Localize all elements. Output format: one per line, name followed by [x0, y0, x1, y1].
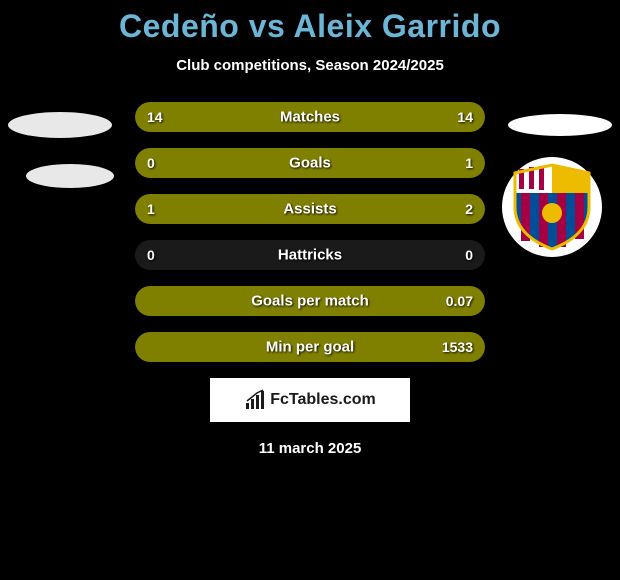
player-left-club-placeholder — [26, 164, 114, 188]
date-label: 11 march 2025 — [0, 440, 620, 457]
stat-row: Min per goal 1533 — [135, 332, 485, 362]
stat-value-left: 1 — [147, 201, 155, 217]
stat-row: Matches 14 14 — [135, 102, 485, 132]
brand-box[interactable]: FcTables.com — [210, 378, 410, 422]
player-left-avatar-placeholder — [8, 112, 112, 138]
stat-value-right: 1533 — [442, 339, 473, 355]
stat-value-left: 0 — [147, 247, 155, 263]
stat-value-right: 14 — [457, 109, 473, 125]
subtitle: Club competitions, Season 2024/2025 — [0, 57, 620, 74]
stat-value-right: 0 — [465, 247, 473, 263]
stat-label: Goals — [289, 155, 331, 172]
barcelona-crest-icon — [511, 163, 593, 251]
player-right-club-badge — [502, 157, 602, 257]
stats-area: Matches1414Goals01Assists12Hattricks00Go… — [0, 102, 620, 362]
stat-rows: Matches1414Goals01Assists12Hattricks00Go… — [135, 102, 485, 362]
stat-row: Goals per match 0.07 — [135, 286, 485, 316]
chart-icon — [244, 389, 266, 411]
stat-value-left: 0 — [147, 155, 155, 171]
stat-value-left: 14 — [147, 109, 163, 125]
stat-label: Min per goal — [266, 339, 354, 356]
brand-label: FcTables.com — [270, 391, 376, 409]
stat-row: Hattricks 0 0 — [135, 240, 485, 270]
stat-value-right: 2 — [465, 201, 473, 217]
player-right-avatar-placeholder — [508, 114, 612, 136]
stat-label: Goals per match — [251, 293, 369, 310]
comparison-card: Cedeño vs Aleix Garrido Club competition… — [0, 0, 620, 457]
stat-row: Goals 0 1 — [135, 148, 485, 178]
stat-value-right: 1 — [465, 155, 473, 171]
stat-value-right: 0.07 — [446, 293, 473, 309]
stat-label: Hattricks — [278, 247, 342, 264]
stat-row: Assists 1 2 — [135, 194, 485, 224]
stat-label: Assists — [283, 201, 336, 218]
page-title: Cedeño vs Aleix Garrido — [0, 8, 620, 45]
stat-label: Matches — [280, 109, 340, 126]
